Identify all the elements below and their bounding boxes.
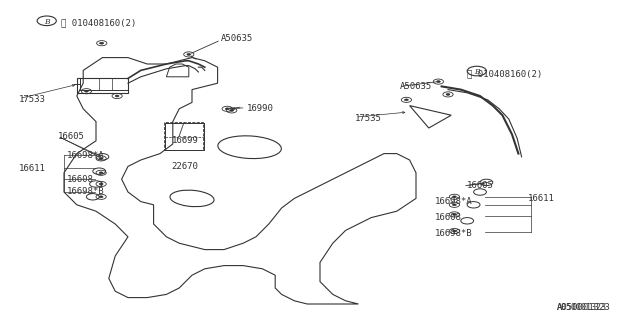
Circle shape <box>225 108 229 110</box>
Text: 16699: 16699 <box>172 136 198 145</box>
Circle shape <box>99 172 103 174</box>
Text: 16698*B: 16698*B <box>435 229 473 238</box>
Circle shape <box>99 183 103 185</box>
Text: 16608: 16608 <box>67 175 94 184</box>
Circle shape <box>452 196 456 198</box>
Text: A050001323: A050001323 <box>557 303 607 312</box>
Circle shape <box>230 109 234 111</box>
Text: 16698*B: 16698*B <box>67 188 105 196</box>
Text: 16605: 16605 <box>467 181 494 190</box>
Text: 16990: 16990 <box>246 104 273 113</box>
Circle shape <box>187 53 191 55</box>
Text: 16605: 16605 <box>58 132 84 140</box>
Text: Ⓑ 010408160(2): Ⓑ 010408160(2) <box>467 69 543 78</box>
Text: B: B <box>474 68 479 76</box>
Circle shape <box>436 81 440 83</box>
Circle shape <box>99 196 103 198</box>
Text: A50635: A50635 <box>221 34 253 43</box>
Circle shape <box>115 95 119 97</box>
Circle shape <box>452 230 456 232</box>
Text: Ⓑ 010408160(2): Ⓑ 010408160(2) <box>61 18 136 27</box>
Text: A050001323: A050001323 <box>557 303 611 312</box>
Text: 22670: 22670 <box>172 162 198 171</box>
Circle shape <box>446 93 450 95</box>
Text: 16608: 16608 <box>435 213 462 222</box>
Text: 16611: 16611 <box>19 164 46 172</box>
Circle shape <box>100 42 104 44</box>
Text: 17533: 17533 <box>19 95 46 104</box>
Circle shape <box>452 204 456 206</box>
Circle shape <box>452 213 456 215</box>
Text: B: B <box>44 18 49 26</box>
Text: 16611: 16611 <box>528 194 555 203</box>
Text: A50635: A50635 <box>400 82 432 91</box>
Bar <box>77 78 128 93</box>
Circle shape <box>84 90 88 92</box>
Text: 16698*A: 16698*A <box>435 197 473 206</box>
Text: 16698*A: 16698*A <box>67 151 105 160</box>
Circle shape <box>404 99 408 101</box>
Circle shape <box>99 157 103 159</box>
Text: 17535: 17535 <box>355 114 382 123</box>
